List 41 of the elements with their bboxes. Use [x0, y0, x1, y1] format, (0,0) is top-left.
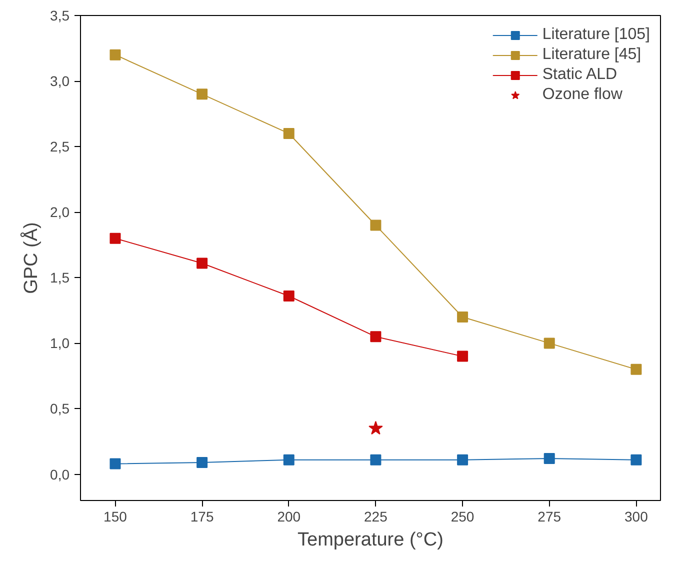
- point: [368, 420, 383, 435]
- y-tick-label: 3,0: [50, 73, 70, 90]
- x-tick-label: 250: [450, 508, 474, 524]
- point: [630, 454, 642, 466]
- legend-label: Literature [105]: [542, 26, 650, 44]
- y-tick-label: 0,0: [50, 466, 70, 482]
- x-tick-label: 225: [364, 508, 388, 524]
- point: [196, 456, 208, 468]
- point: [110, 232, 121, 244]
- y-axis-title: GPC (Å): [20, 222, 42, 294]
- point: [457, 350, 468, 362]
- y-tick-label: 1,5: [50, 270, 70, 286]
- point: [196, 88, 208, 100]
- x-tick-label: 300: [624, 508, 648, 524]
- point: [630, 364, 642, 375]
- point: [110, 458, 121, 470]
- y-tick-label: 2,5: [50, 138, 70, 155]
- point: [544, 453, 555, 464]
- legend-label: Literature [45]: [542, 46, 642, 64]
- point: [110, 49, 121, 60]
- point: [457, 454, 468, 466]
- point: [283, 128, 294, 139]
- point: [370, 454, 382, 466]
- x-tick-label: 275: [538, 508, 562, 524]
- point: [283, 454, 294, 466]
- point: [544, 338, 555, 349]
- y-tick-label: 0,5: [50, 400, 70, 417]
- x-axis-title: Temperature (°C): [298, 530, 444, 550]
- point: [196, 258, 208, 269]
- x-tick-label: 175: [190, 508, 214, 524]
- y-tick-label: 1,0: [50, 335, 70, 352]
- legend-label: Ozone flow: [542, 86, 622, 104]
- x-tick-label: 150: [104, 508, 128, 524]
- point: [370, 220, 382, 231]
- y-tick-label: 2,0: [50, 204, 70, 220]
- y-tick-label: 3,5: [50, 8, 70, 24]
- point: [457, 311, 468, 322]
- point: [370, 331, 382, 342]
- point: [283, 290, 294, 302]
- x-tick-label: 200: [277, 508, 301, 524]
- legend-label: Static ALD: [542, 66, 618, 84]
